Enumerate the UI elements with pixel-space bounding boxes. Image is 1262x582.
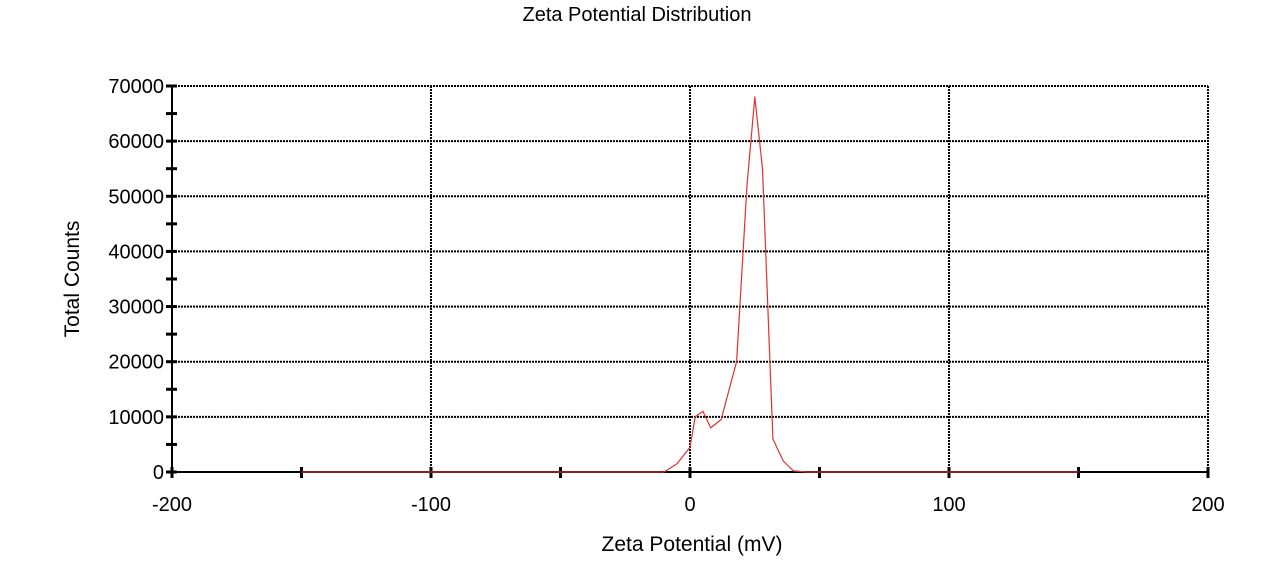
y-tick-label: 10000 xyxy=(108,407,164,429)
y-tick-label: 0 xyxy=(153,462,164,484)
x-tick-label: 0 xyxy=(684,494,695,516)
y-axis-label: Total Counts xyxy=(61,221,84,338)
x-tick-label: 200 xyxy=(1191,494,1224,516)
data-series xyxy=(301,96,1079,473)
x-tick-label: -200 xyxy=(152,494,192,516)
tick-marks xyxy=(166,84,1210,478)
x-tick-label: 100 xyxy=(932,494,965,516)
y-tick-label: 70000 xyxy=(108,76,164,98)
y-tick-label: 30000 xyxy=(108,297,164,319)
y-tick-label: 50000 xyxy=(108,186,164,208)
chart-title: Zeta Potential Distribution xyxy=(522,4,752,26)
y-tick-label: 60000 xyxy=(108,131,164,153)
tick-labels: -200 -100 0 100 200 0 10000 20000 30000 40000 5000… xyxy=(108,76,1224,516)
x-axis-label: Zeta Potential (mV) xyxy=(602,533,783,556)
x-tick-label: -100 xyxy=(411,494,451,516)
grid-lines xyxy=(172,85,1209,472)
y-tick-label: 20000 xyxy=(108,352,164,374)
series-line xyxy=(301,96,1079,473)
y-tick-label: 40000 xyxy=(108,241,164,263)
